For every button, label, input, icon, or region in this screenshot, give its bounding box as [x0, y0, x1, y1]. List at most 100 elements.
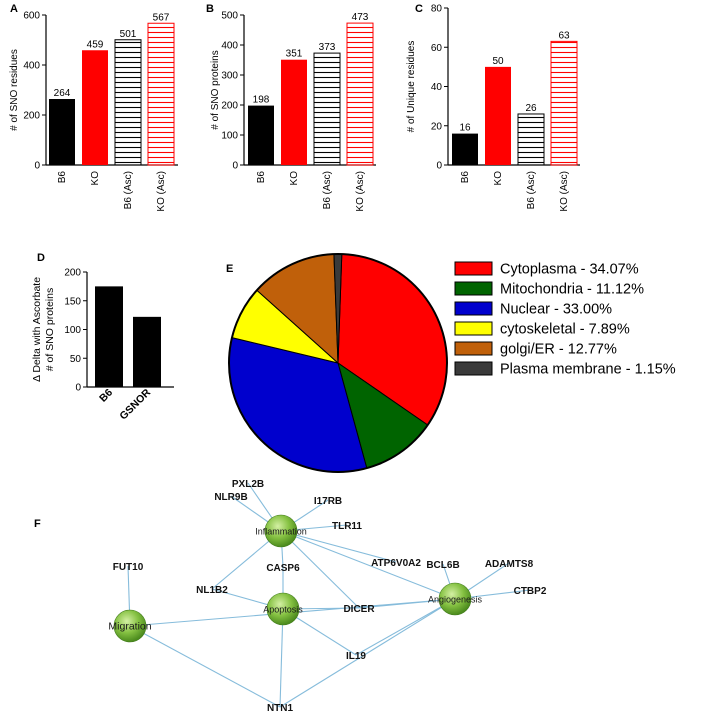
- hub-node-apoptosis: [266, 592, 300, 626]
- x-tick-label-c: B6: [460, 171, 471, 184]
- x-tick-label-a: KO (Asc): [156, 171, 167, 212]
- legend-swatch-4: [454, 341, 493, 356]
- y-tick-label-b: 400: [221, 41, 238, 52]
- panel-letter-b: B: [206, 3, 214, 15]
- y-tick-label-b: 0: [232, 161, 238, 172]
- gene-node-il19: IL19: [346, 651, 366, 662]
- hub-node-inflammation: [264, 514, 298, 548]
- hub-label-inflammation: Inflammation: [255, 527, 307, 537]
- gene-node-nl1b2: NL1B2: [196, 585, 228, 596]
- gene-node-casp6: CASP6: [266, 563, 300, 574]
- x-tick-label-a: KO: [90, 171, 101, 186]
- bar-chart-unique-residues: 0 20 40 60 80 # of Unique residues 16 B6 50 KO 26 B…: [406, 4, 580, 212]
- x-tick-label-d: GSNOR: [117, 386, 153, 422]
- y-tick-label-b: 300: [221, 71, 238, 82]
- y-tick-label-d: 150: [64, 296, 81, 307]
- legend-swatch-0: [454, 261, 493, 276]
- y-tick-label-a: 600: [23, 11, 40, 22]
- bar-c-0: [452, 133, 478, 165]
- panel-letter-e: E: [226, 263, 233, 275]
- bar-a-0: [49, 99, 75, 165]
- panel-letter-d: D: [37, 252, 45, 264]
- hub-label-angiogenesis: Angiogenesis: [428, 595, 483, 605]
- bar-value-label-b: 198: [253, 95, 270, 106]
- x-tick-label-c: KO: [493, 171, 504, 186]
- network-edge-14: [355, 598, 456, 656]
- gene-node-bcl6b: BCL6B: [426, 560, 459, 571]
- x-tick-label-c: KO (Asc): [559, 171, 570, 212]
- gene-node-ctbp2: CTBP2: [514, 586, 547, 597]
- x-tick-label-c: B6 (Asc): [526, 171, 537, 209]
- bar-c-1: [485, 66, 511, 165]
- gene-node-i17rb: I17RB: [314, 496, 342, 507]
- bar-value-label-a: 567: [153, 12, 170, 23]
- gene-node-fut10: FUT10: [113, 562, 144, 573]
- gene-node-adamts8: ADAMTS8: [485, 559, 534, 570]
- gene-node-dicer: DICER: [343, 604, 375, 615]
- hub-node-migration: [113, 609, 147, 643]
- x-tick-label-b: KO: [289, 171, 300, 186]
- legend-swatch-5: [454, 361, 493, 376]
- y-tick-label-a: 200: [23, 111, 40, 122]
- y-tick-label-d: 0: [75, 383, 81, 394]
- bar-c-2: [517, 113, 545, 166]
- y-tick-label-c: 80: [431, 4, 443, 15]
- bar-b-0: [248, 105, 274, 165]
- y-tick-label-a: 0: [34, 161, 40, 172]
- y-tick-label-b: 500: [221, 11, 238, 22]
- y-tick-label-c: 60: [431, 43, 443, 54]
- gene-node-ntn1: NTN1: [267, 703, 294, 714]
- panel-letter-a: A: [10, 3, 18, 15]
- legend-label-3: cytoskeletal - 7.89%: [500, 322, 630, 338]
- y-tick-label-b: 100: [221, 131, 238, 142]
- legend-label-2: Nuclear - 33.00%: [500, 302, 612, 318]
- network-edge-4: [280, 530, 397, 563]
- bar-value-label-c: 50: [492, 56, 504, 67]
- bar-d-0: [95, 286, 123, 387]
- y-tick-label-c: 0: [436, 161, 442, 172]
- y-axis-label-d-line1: Δ Delta with Ascorbate: [31, 277, 43, 382]
- x-tick-label-a: B6 (Asc): [123, 171, 134, 209]
- x-tick-label-d: B6: [97, 387, 115, 405]
- y-axis-label-c: # of Unique residues: [406, 41, 417, 133]
- bar-value-label-b: 473: [352, 12, 369, 23]
- network-edge-20: [279, 608, 284, 708]
- hub-label-migration: Migration: [108, 621, 151, 633]
- y-axis-label-a: # of SNO residues: [9, 49, 20, 131]
- bar-a-2: [114, 39, 142, 166]
- bar-chart-delta-ascorbate: 0 50 100 150 200 Δ Delta with Ascorbate # of S…: [31, 268, 174, 422]
- bar-chart-snos-residues: 0 200 400 600 # of SNO residues 264 B6 459 KO 501…: [9, 11, 178, 212]
- gene-node-nlr9b: NLR9B: [214, 492, 247, 503]
- y-tick-label-d: 100: [64, 325, 81, 336]
- network-edge-21: [279, 598, 456, 708]
- gene-node-atp6v0a2: ATP6V0A2: [371, 558, 421, 569]
- gene-node-tlr11: TLR11: [332, 521, 362, 532]
- bar-value-label-b: 351: [286, 49, 303, 60]
- y-tick-label-c: 20: [431, 121, 443, 132]
- bar-value-label-a: 264: [54, 88, 71, 99]
- y-axis-label-d-line2: # of SNO proteins: [44, 288, 56, 371]
- x-tick-label-b: KO (Asc): [355, 171, 366, 212]
- network-edge-8: [280, 530, 360, 609]
- hub-node-angiogenesis: [438, 582, 472, 616]
- bar-b-3: [346, 22, 374, 166]
- hub-label-apoptosis: Apoptosis: [263, 605, 303, 615]
- y-tick-label-a: 400: [23, 61, 40, 72]
- bar-value-label-a: 501: [120, 29, 137, 40]
- bar-value-label-c: 26: [525, 103, 537, 114]
- pie-legend: Cytoplasma - 34.07% Mitochondria - 11.12%…: [454, 261, 676, 378]
- network-diagram: PXL2B NLR9B I17RB TLR11 ATP6V0A2 CASP6 NL1B2 DI…: [108, 479, 546, 714]
- panel-letter-c: C: [415, 3, 423, 15]
- legend-label-0: Cytoplasma - 34.07%: [500, 262, 639, 278]
- y-tick-label-c: 40: [431, 82, 443, 93]
- y-axis-label-b: # of SNO proteins: [210, 50, 221, 129]
- bar-d-1: [133, 316, 161, 387]
- network-edge-19: [129, 625, 281, 708]
- bar-b-2: [313, 52, 341, 166]
- pie-chart-subcellular-location: [228, 253, 448, 473]
- network-edge-5: [280, 530, 456, 600]
- legend-label-4: golgi/ER - 12.77%: [500, 342, 617, 358]
- bar-b-1: [281, 59, 307, 166]
- legend-swatch-2: [454, 301, 493, 316]
